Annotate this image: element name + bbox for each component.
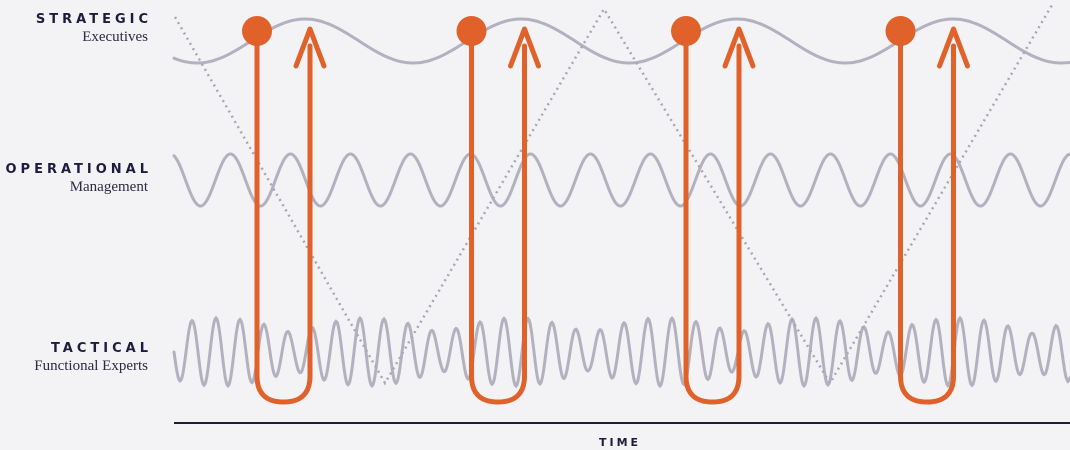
lane-sub: Functional Experts (34, 358, 148, 374)
loop-dot (885, 16, 916, 46)
waves-group (172, 4, 1070, 389)
lane-name: OPERATIONAL (5, 162, 152, 177)
lane-sub: Executives (82, 29, 148, 45)
lane-label-strategic: STRATEGIC Executives (36, 12, 148, 46)
loop-dot (671, 16, 701, 46)
loop-path (683, 31, 742, 405)
lane-name: TACTICAL (50, 341, 152, 356)
loop-arrowhead (937, 26, 970, 69)
lane-name: STRATEGIC (35, 12, 152, 27)
loop-arrowhead (293, 26, 327, 69)
loop-path (469, 31, 527, 405)
strategic-wave (172, 17, 1070, 65)
loop-path (254, 31, 313, 405)
loop-dot (242, 16, 272, 46)
lane-label-tactical: TACTICAL Functional Experts (34, 341, 148, 375)
loop-dot (456, 16, 487, 46)
lane-label-operational: OPERATIONAL Management (5, 162, 148, 196)
operational-wave (172, 152, 1070, 208)
loop-arrowhead (508, 26, 541, 69)
loops-group (242, 16, 970, 405)
lane-sub: Management (69, 179, 148, 195)
loop-arrowhead (722, 26, 756, 69)
tactical-wave (172, 315, 1070, 389)
time-axis-label: TIME (598, 436, 642, 449)
loop-path (898, 31, 956, 405)
